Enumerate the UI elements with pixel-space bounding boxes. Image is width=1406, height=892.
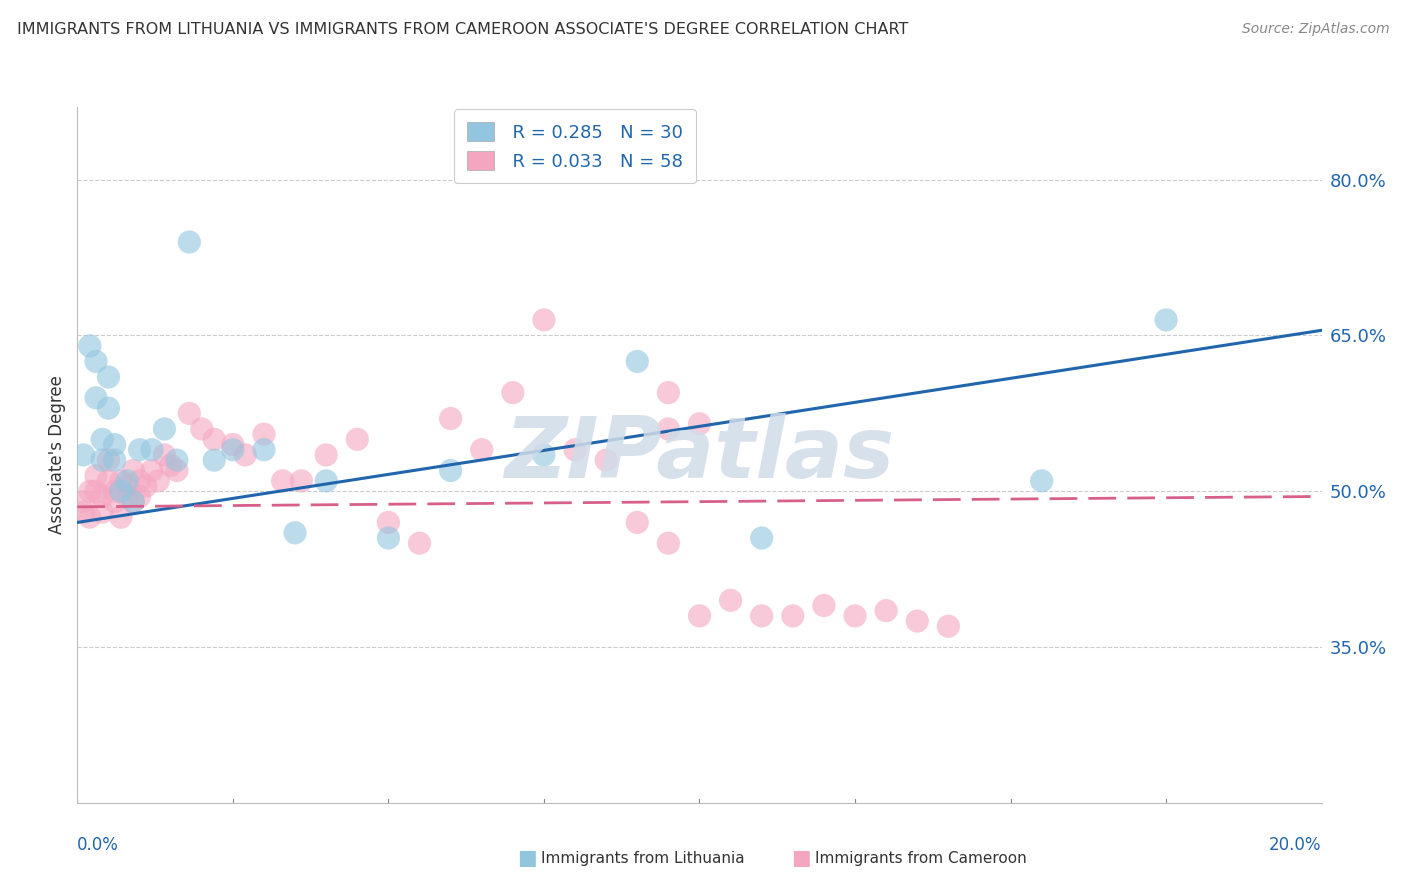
- Point: [222, 442, 245, 457]
- Point: [128, 474, 150, 488]
- Point: [104, 484, 127, 499]
- Point: [104, 437, 127, 451]
- Point: [179, 235, 201, 249]
- Point: [72, 505, 94, 519]
- Point: [657, 385, 679, 400]
- Point: [153, 422, 176, 436]
- Point: [290, 474, 312, 488]
- Point: [315, 474, 337, 488]
- Point: [440, 411, 463, 425]
- Point: [720, 593, 742, 607]
- Point: [128, 490, 150, 504]
- Point: [166, 463, 188, 477]
- Point: [166, 453, 188, 467]
- Point: [72, 494, 94, 508]
- Point: [91, 453, 114, 467]
- Point: [135, 479, 157, 493]
- Point: [79, 510, 101, 524]
- Point: [104, 453, 127, 467]
- Legend:   R = 0.285   N = 30,   R = 0.033   N = 58: R = 0.285 N = 30, R = 0.033 N = 58: [454, 109, 696, 183]
- Point: [97, 474, 120, 488]
- Point: [110, 474, 132, 488]
- Point: [97, 401, 120, 416]
- Point: [153, 448, 176, 462]
- Point: [84, 354, 107, 368]
- Point: [377, 531, 399, 545]
- Point: [141, 442, 163, 457]
- Point: [626, 516, 648, 530]
- Text: Immigrants from Cameroon: Immigrants from Cameroon: [815, 851, 1028, 865]
- Point: [315, 448, 337, 462]
- Point: [115, 490, 138, 504]
- Point: [159, 458, 181, 473]
- Point: [122, 494, 145, 508]
- Point: [233, 448, 256, 462]
- Point: [751, 608, 773, 623]
- Point: [91, 490, 114, 504]
- Point: [84, 468, 107, 483]
- Point: [115, 474, 138, 488]
- Point: [502, 385, 524, 400]
- Point: [253, 442, 276, 457]
- Point: [875, 604, 897, 618]
- Point: [110, 484, 132, 499]
- Point: [84, 484, 107, 499]
- Point: [377, 516, 399, 530]
- Point: [564, 442, 586, 457]
- Point: [595, 453, 617, 467]
- Point: [938, 619, 960, 633]
- Point: [657, 536, 679, 550]
- Point: [97, 370, 120, 384]
- Point: [222, 437, 245, 451]
- Point: [626, 354, 648, 368]
- Point: [813, 599, 835, 613]
- Text: 20.0%: 20.0%: [1270, 836, 1322, 854]
- Point: [271, 474, 294, 488]
- Point: [253, 427, 276, 442]
- Point: [751, 531, 773, 545]
- Point: [128, 442, 150, 457]
- Point: [122, 463, 145, 477]
- Text: Source: ZipAtlas.com: Source: ZipAtlas.com: [1241, 22, 1389, 37]
- Point: [79, 484, 101, 499]
- Point: [202, 433, 225, 447]
- Point: [79, 339, 101, 353]
- Y-axis label: Associate's Degree: Associate's Degree: [48, 376, 66, 534]
- Point: [202, 453, 225, 467]
- Point: [110, 510, 132, 524]
- Point: [1031, 474, 1053, 488]
- Text: Immigrants from Lithuania: Immigrants from Lithuania: [541, 851, 745, 865]
- Point: [1154, 313, 1177, 327]
- Point: [657, 422, 679, 436]
- Text: 0.0%: 0.0%: [77, 836, 120, 854]
- Point: [104, 494, 127, 508]
- Point: [844, 608, 866, 623]
- Point: [346, 433, 368, 447]
- Point: [689, 417, 711, 431]
- Point: [284, 525, 307, 540]
- Point: [408, 536, 430, 550]
- Point: [72, 448, 94, 462]
- Point: [115, 479, 138, 493]
- Point: [91, 505, 114, 519]
- Point: [471, 442, 494, 457]
- Text: ■: ■: [517, 848, 537, 868]
- Point: [533, 448, 555, 462]
- Point: [191, 422, 214, 436]
- Point: [782, 608, 804, 623]
- Point: [179, 406, 201, 420]
- Text: ZIPatlas: ZIPatlas: [505, 413, 894, 497]
- Point: [91, 433, 114, 447]
- Point: [689, 608, 711, 623]
- Point: [97, 453, 120, 467]
- Point: [122, 494, 145, 508]
- Point: [440, 463, 463, 477]
- Point: [148, 474, 170, 488]
- Text: ■: ■: [792, 848, 811, 868]
- Text: IMMIGRANTS FROM LITHUANIA VS IMMIGRANTS FROM CAMEROON ASSOCIATE'S DEGREE CORRELA: IMMIGRANTS FROM LITHUANIA VS IMMIGRANTS …: [17, 22, 908, 37]
- Point: [905, 614, 928, 628]
- Point: [84, 391, 107, 405]
- Point: [533, 313, 555, 327]
- Point: [141, 463, 163, 477]
